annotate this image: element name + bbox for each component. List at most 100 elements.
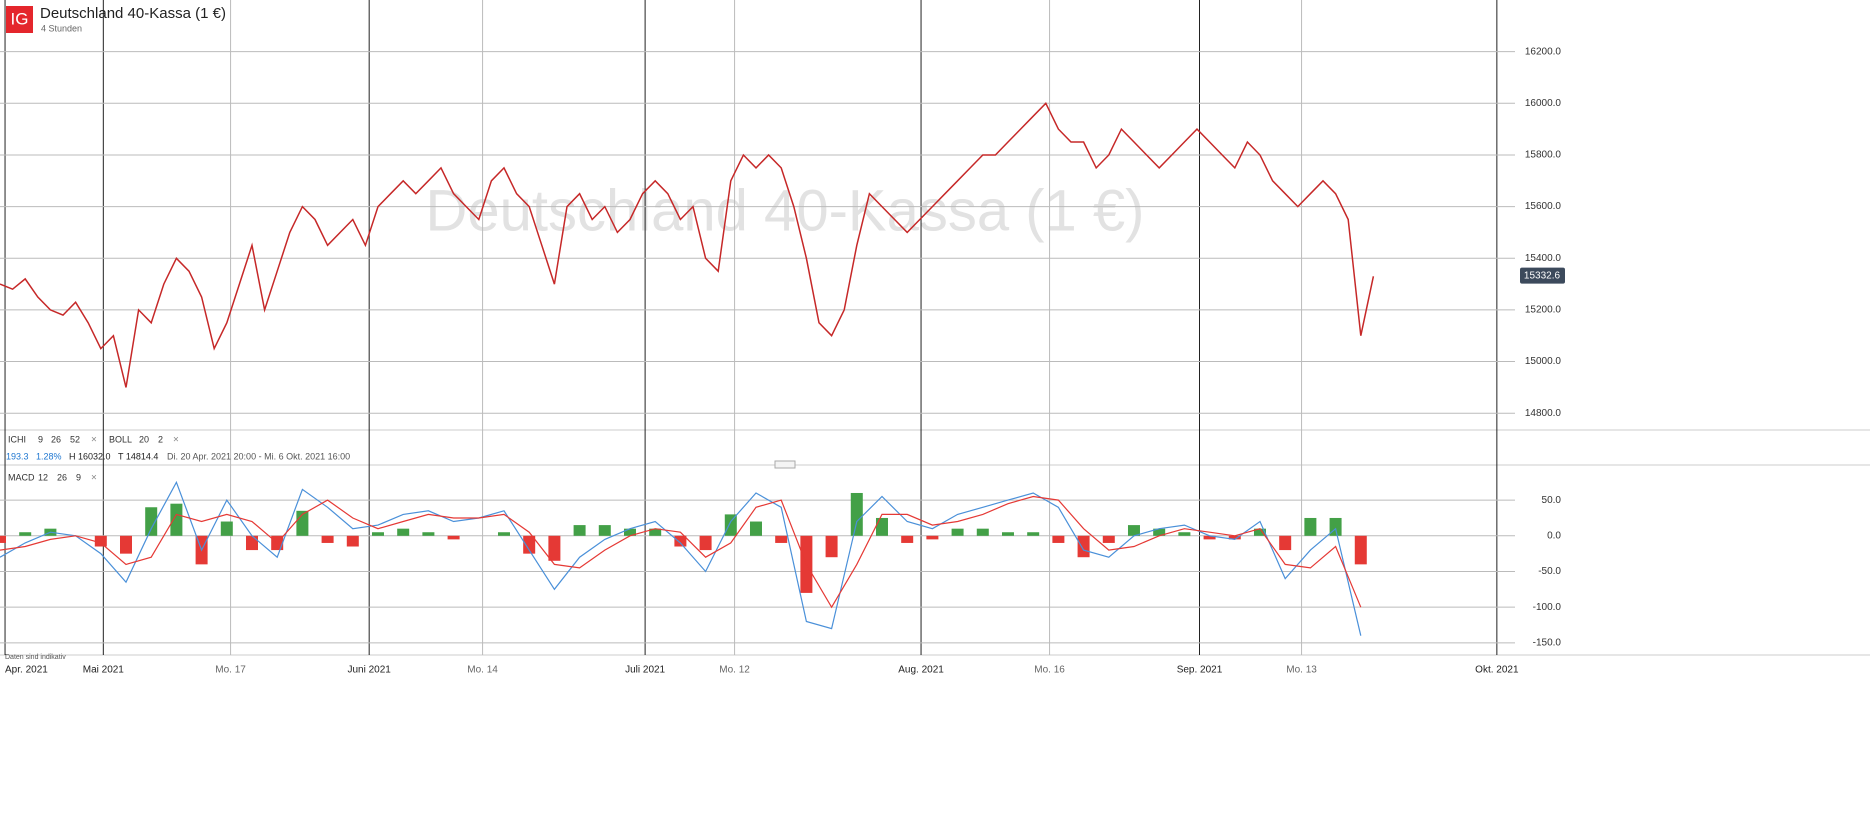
y-tick-label: 15600.0 [1525,201,1562,212]
histogram-bar [623,528,636,536]
y-tick-label: 15000.0 [1525,356,1562,367]
indicator-param: 52 [70,434,80,444]
info-change-pct: 1.28% [36,451,62,461]
info-range: Di. 20 Apr. 2021 20:00 - Mi. 6 Okt. 2021… [167,451,350,461]
histogram-bar [775,535,788,543]
macd-line [0,495,1362,609]
x-minor-tick-label: Mo. 12 [719,665,750,676]
indicator-param: 26 [57,472,67,482]
histogram-bar [875,517,888,536]
histogram-bar [1304,517,1317,536]
histogram-bar [220,521,233,536]
indicator-param: 9 [38,434,43,444]
y-tick-label: 0.0 [1547,530,1561,541]
x-minor-tick-label: Mo. 16 [1034,665,1065,676]
histogram-bar [573,525,586,536]
histogram-bar [674,535,687,547]
histogram-bar [1127,525,1140,536]
x-tick-label: Apr. 2021 [5,665,48,676]
histogram-bar [1279,535,1292,551]
y-tick-label: -100.0 [1533,602,1562,613]
histogram-bar [1228,535,1241,540]
histogram-bar [397,528,410,536]
histogram-bar [724,514,737,536]
histogram-bar [1354,535,1367,565]
chart-title: Deutschland 40-Kassa (1 €) [40,5,226,22]
histogram-bar [649,528,662,536]
indicator-param: 12 [38,472,48,482]
indicator-param: 2 [158,434,163,444]
x-minor-tick-label: Mo. 17 [215,665,246,676]
grid [0,0,1870,656]
histogram-bar [1203,535,1216,540]
y-tick-label: 15800.0 [1525,150,1562,161]
last-value-label: 15332.6 [1524,270,1561,281]
indicator-remove[interactable]: × [91,435,97,446]
y-tick-label: 14800.0 [1525,408,1562,419]
info-change: 193.3 [6,451,29,461]
histogram-bar [825,535,838,558]
histogram-bar [850,492,863,536]
y-tick-label: -50.0 [1538,566,1561,577]
histogram-bar [245,535,258,551]
panel-resize-handle[interactable] [774,460,796,469]
y-tick-label: 15200.0 [1525,305,1562,316]
histogram-bar [422,532,435,536]
x-tick-label: Aug. 2021 [898,665,944,676]
histogram-bar [1102,535,1115,543]
macd-line [0,480,1362,636]
histogram-bar [1153,528,1166,536]
indicator-remove[interactable]: × [173,435,179,446]
price-line [0,102,1375,388]
info-low: T 14814.4 [118,451,158,461]
x-tick-label: Juni 2021 [347,665,391,676]
x-tick-label: Okt. 2021 [1475,665,1519,676]
y-tick-label: -150.0 [1533,638,1562,649]
histogram-bar [951,528,964,536]
histogram-bar [19,532,32,536]
indicator-name: MACD [8,472,35,482]
x-tick-label: Mai 2021 [83,665,125,676]
y-tick-label: 16000.0 [1525,98,1562,109]
indicator-name: ICHI [8,434,26,444]
histogram-bar [598,525,611,536]
histogram-bar [976,528,989,536]
logo: IG [11,9,29,28]
histogram-bar [119,535,132,554]
note: Daten sind indikativ [5,654,66,661]
x-minor-tick-label: Mo. 13 [1286,665,1317,676]
histogram-bar [1027,532,1040,536]
indicator-param: 9 [76,472,81,482]
histogram-bar [1052,535,1065,543]
histogram-bar [699,535,712,551]
histogram-bar [749,521,762,536]
marks: 15332.6 [0,102,1565,636]
indicator-param: 26 [51,434,61,444]
watermark: Deutschland 40-Kassa (1 €) [426,178,1145,243]
indicator-remove[interactable]: × [91,473,97,484]
indicator-param: 20 [139,434,149,444]
histogram-bar [523,535,536,554]
histogram-bar [901,535,914,543]
histogram-bar [1001,532,1014,536]
histogram-bar [170,503,183,536]
histogram-bar [1329,517,1342,536]
histogram-bar [1178,532,1191,536]
histogram-bar [926,535,939,540]
histogram-bar [346,535,359,547]
histogram-bar [1253,528,1266,536]
histogram-bar [447,535,460,540]
indicator-name: BOLL [109,434,132,444]
subtitle: 4 Stunden [41,23,82,33]
x-minor-tick-label: Mo. 14 [467,665,498,676]
histogram-bar [145,507,158,536]
logo-box [6,6,33,33]
last-value-box [1520,267,1565,284]
histogram-bar [321,535,334,543]
y-tick-label: 16200.0 [1525,46,1562,57]
y-tick-label: 15400.0 [1525,253,1562,264]
info-high: H 16032.0 [69,451,111,461]
histogram-bar [497,532,510,536]
